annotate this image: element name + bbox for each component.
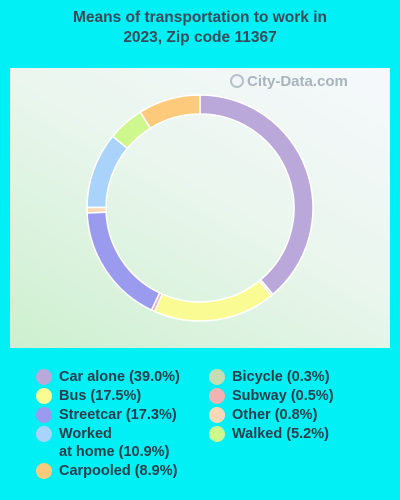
chart-title: Means of transportation to work in 2023,… [0,8,400,48]
legend-swatch-subway [209,388,225,404]
chart-title-line-2: 2023, Zip code 11367 [123,29,277,46]
slice-carpooled [139,94,201,130]
legend-label-streetcar: Streetcar (17.3%) [59,407,177,423]
legend-label-subway: Subway (0.5%) [232,388,334,404]
legend-swatch-walked [209,426,225,442]
slice-car-alone [199,94,314,296]
magnifier-icon [230,74,244,88]
watermark-text: City-Data.com [247,73,348,90]
legend-label-bicycle: Bicycle (0.3%) [232,369,330,385]
legend-swatch-bus [36,388,52,404]
legend-swatch-streetcar [36,407,52,423]
legend-swatch-bicycle [209,369,225,385]
slice-bus [153,279,273,322]
legend-swatch-worked [36,426,52,442]
legend-label-car-alone: Car alone (39.0%) [59,369,180,385]
slice-streetcar [86,211,161,312]
slice-worked [86,135,129,209]
legend-swatch-carpooled [36,463,52,479]
legend-label-other: Other (0.8%) [232,407,318,423]
legend-label-bus: Bus (17.5%) [59,388,142,404]
chart-title-line-1: Means of transportation to work in [72,9,328,26]
legend-label-worked: Worked at home (10.9%) [59,426,170,460]
legend-swatch-car-alone [36,369,52,385]
legend-label-carpooled: Carpooled (8.9%) [59,463,178,479]
legend-swatch-other [209,407,225,423]
legend-label-walked: Walked (5.2%) [232,426,329,442]
watermark: City-Data.com [230,73,348,90]
